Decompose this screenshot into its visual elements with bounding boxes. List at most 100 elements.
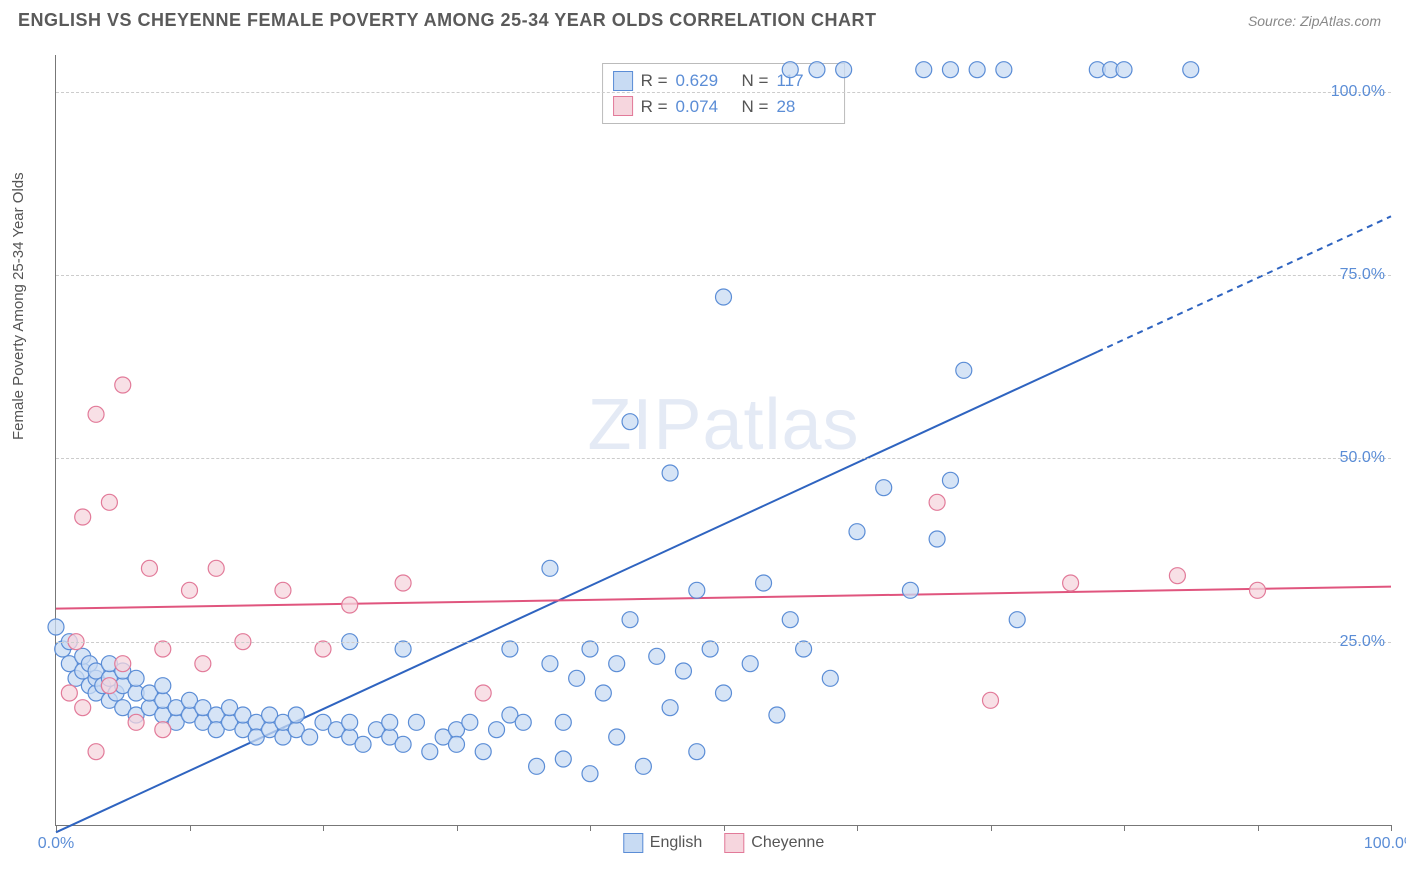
y-tick-label: 75.0% (1340, 266, 1385, 284)
data-point (449, 736, 465, 752)
data-point (662, 700, 678, 716)
data-point (569, 670, 585, 686)
data-point (582, 641, 598, 657)
x-tick-label: 0.0% (38, 835, 74, 853)
data-point (155, 678, 171, 694)
data-point (195, 656, 211, 672)
data-point (983, 692, 999, 708)
data-point (155, 722, 171, 738)
data-point (702, 641, 718, 657)
data-point (1250, 582, 1266, 598)
x-tick (323, 825, 324, 831)
x-tick (590, 825, 591, 831)
data-point (662, 465, 678, 481)
x-tick (991, 825, 992, 831)
data-point (609, 656, 625, 672)
data-point (796, 641, 812, 657)
data-point (1169, 568, 1185, 584)
data-point (101, 494, 117, 510)
data-point (408, 714, 424, 730)
x-tick (724, 825, 725, 831)
data-point (141, 560, 157, 576)
data-point (502, 641, 518, 657)
data-point (689, 582, 705, 598)
data-point (128, 714, 144, 730)
data-point (609, 729, 625, 745)
scatter-svg (56, 55, 1391, 825)
data-point (595, 685, 611, 701)
data-point (809, 62, 825, 78)
data-point (422, 744, 438, 760)
data-point (182, 582, 198, 598)
data-point (75, 509, 91, 525)
gridline (56, 92, 1391, 93)
data-point (956, 362, 972, 378)
x-tick (1391, 825, 1392, 831)
data-point (395, 575, 411, 591)
y-tick-label: 100.0% (1331, 83, 1385, 101)
data-point (302, 729, 318, 745)
data-point (315, 641, 331, 657)
data-point (475, 744, 491, 760)
x-tick (1124, 825, 1125, 831)
y-axis-label: Female Poverty Among 25-34 Year Olds (10, 172, 27, 440)
data-point (115, 656, 131, 672)
data-point (1063, 575, 1079, 591)
x-tick (190, 825, 191, 831)
data-point (61, 685, 77, 701)
data-point (782, 612, 798, 628)
data-point (916, 62, 932, 78)
data-point (288, 707, 304, 723)
data-point (555, 714, 571, 730)
y-tick-label: 50.0% (1340, 449, 1385, 467)
data-point (716, 289, 732, 305)
swatch-icon (623, 833, 643, 853)
data-point (542, 560, 558, 576)
legend-item-english: English (623, 833, 702, 853)
legend: English Cheyenne (623, 833, 824, 853)
data-point (395, 736, 411, 752)
data-point (475, 685, 491, 701)
data-point (382, 714, 398, 730)
data-point (716, 685, 732, 701)
data-point (155, 641, 171, 657)
data-point (622, 414, 638, 430)
data-point (756, 575, 772, 591)
data-point (635, 758, 651, 774)
data-point (942, 62, 958, 78)
data-point (849, 524, 865, 540)
data-point (529, 758, 545, 774)
data-point (275, 582, 291, 598)
data-point (88, 406, 104, 422)
data-point (836, 62, 852, 78)
data-point (582, 766, 598, 782)
data-point (128, 670, 144, 686)
data-point (462, 714, 478, 730)
data-point (929, 494, 945, 510)
data-point (1183, 62, 1199, 78)
x-tick (56, 825, 57, 831)
data-point (969, 62, 985, 78)
data-point (208, 560, 224, 576)
data-point (942, 472, 958, 488)
data-point (555, 751, 571, 767)
data-point (48, 619, 64, 635)
data-point (395, 641, 411, 657)
data-point (622, 612, 638, 628)
data-point (769, 707, 785, 723)
x-tick-label: 100.0% (1364, 835, 1406, 853)
header: ENGLISH VS CHEYENNE FEMALE POVERTY AMONG… (0, 0, 1406, 36)
chart-title: ENGLISH VS CHEYENNE FEMALE POVERTY AMONG… (18, 10, 876, 31)
x-tick (857, 825, 858, 831)
gridline (56, 642, 1391, 643)
data-point (355, 736, 371, 752)
data-point (515, 714, 531, 730)
data-point (929, 531, 945, 547)
data-point (996, 62, 1012, 78)
data-point (489, 722, 505, 738)
gridline (56, 458, 1391, 459)
data-point (689, 744, 705, 760)
data-point (742, 656, 758, 672)
gridline (56, 275, 1391, 276)
data-point (88, 744, 104, 760)
